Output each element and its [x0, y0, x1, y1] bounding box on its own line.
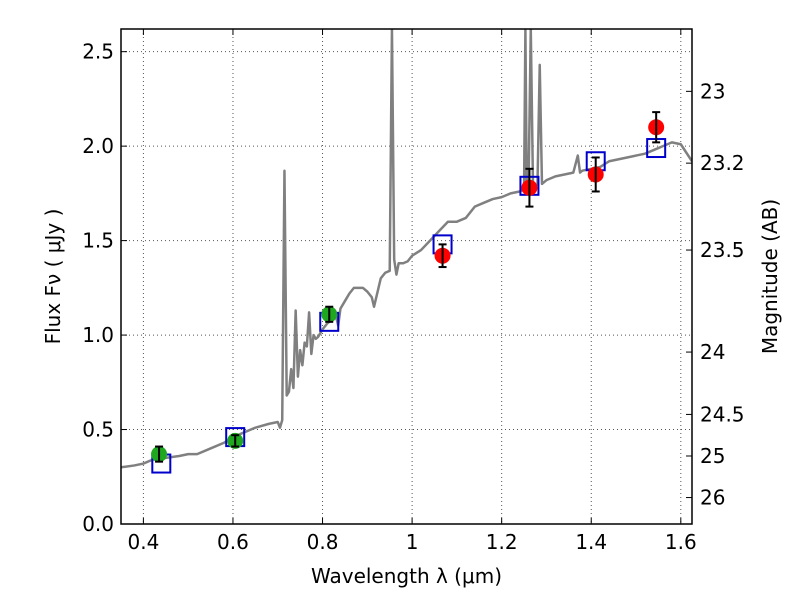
y-tick-label: 1.5 [82, 229, 114, 253]
y2-tick-label: 23.5 [700, 238, 745, 262]
x-tick-label: 1.4 [575, 530, 607, 554]
y-tick-label: 0.0 [82, 512, 114, 536]
x-tick-label: 0.8 [307, 530, 339, 554]
x-tick-label: 0.4 [127, 530, 159, 554]
y-tick-label: 2.0 [82, 134, 114, 158]
plot-frame [120, 28, 693, 525]
y-axis-label: Flux Fν ( μJy ) [41, 209, 65, 345]
y-tick-label: 1.0 [82, 323, 114, 347]
labels-layer: 0.4 0.6 0.8 1 1.2 1.4 1.6 0.0 0.5 1.0 1.5 2.0 2.5 23 2… [41, 40, 782, 588]
x-tick-label: 0.6 [217, 530, 249, 554]
plot-layer [121, 29, 692, 474]
spectrum-line [121, 29, 692, 469]
y-tick-label: 2.5 [82, 40, 114, 64]
x-tick-label: 1.6 [665, 530, 697, 554]
y2-tick-label: 25 [700, 444, 725, 468]
y2-tick-label: 24.5 [700, 402, 745, 426]
y2-axis-label: Magnitude (AB) [758, 199, 782, 354]
y-tick-label: 0.5 [82, 418, 114, 442]
y2-tick-label: 26 [700, 486, 725, 510]
y2-tick-label: 24 [700, 340, 725, 364]
x-tick-label: 1 [406, 530, 419, 554]
y2-tick-label: 23.2 [700, 151, 745, 175]
y2-tick-label: 23 [700, 79, 725, 103]
x-axis-label: Wavelength λ (μm) [311, 564, 502, 588]
axes-layer [120, 28, 693, 525]
x-tick-label: 1.2 [486, 530, 518, 554]
